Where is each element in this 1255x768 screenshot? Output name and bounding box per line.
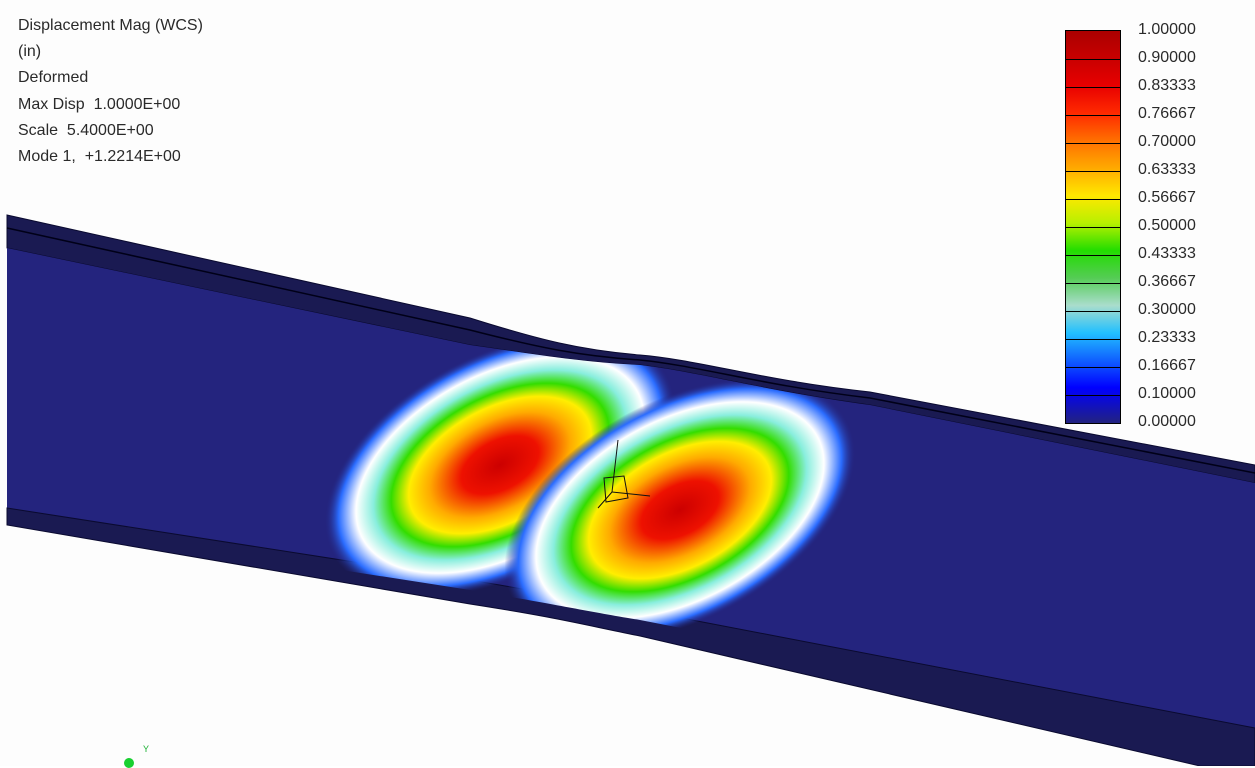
legend-value-14: 0.00000 (1138, 413, 1196, 430)
top-flange (6, 214, 1255, 484)
legend-tick-3 (1066, 115, 1120, 116)
legend-value-6: 0.56667 (1138, 189, 1196, 206)
legend-tick-10 (1066, 311, 1120, 312)
units-label: (in) (18, 43, 42, 61)
legend-value-9: 0.36667 (1138, 273, 1196, 290)
legend-value-11: 0.23333 (1138, 329, 1196, 346)
legend-value-10: 0.30000 (1138, 301, 1196, 318)
legend-ticks (1066, 31, 1120, 423)
legend-tick-13 (1066, 395, 1120, 396)
legend-value-7: 0.50000 (1138, 217, 1196, 234)
legend-value-0: 1.00000 (1138, 21, 1196, 38)
legend-value-8: 0.43333 (1138, 245, 1196, 262)
center-triad-icon (597, 439, 651, 509)
legend-value-2: 0.83333 (1138, 77, 1196, 94)
legend-value-3: 0.76667 (1138, 105, 1196, 122)
max-disp-label: Max Disp 1.0000E+00 (18, 95, 181, 113)
buckle-lobe-right (504, 378, 856, 642)
result-type-label: Displacement Mag (WCS) (18, 17, 203, 34)
legend-value-13: 0.10000 (1138, 385, 1196, 402)
view-triad-icon (124, 758, 134, 768)
legend-tick-5 (1066, 171, 1120, 172)
legend-value-1: 0.90000 (1138, 49, 1196, 66)
top-flange-edge (6, 227, 1255, 474)
legend-tick-12 (1066, 367, 1120, 368)
color-legend-bar[interactable] (1065, 30, 1121, 424)
scale-label: Scale 5.4000E+00 (18, 121, 154, 139)
legend-tick-2 (1066, 87, 1120, 88)
legend-tick-8 (1066, 255, 1120, 256)
legend-tick-4 (1066, 143, 1120, 144)
legend-tick-7 (1066, 227, 1120, 228)
legend-value-5: 0.63333 (1138, 161, 1196, 178)
legend-value-4: 0.70000 (1138, 133, 1196, 150)
display-mode-label: Deformed (18, 69, 89, 87)
mode-label: Mode 1, +1.2214E+00 (18, 148, 181, 166)
legend-tick-9 (1066, 283, 1120, 284)
view-triad-y-label: Y (143, 744, 150, 754)
legend-value-12: 0.16667 (1138, 357, 1196, 374)
legend-tick-11 (1066, 339, 1120, 340)
legend-tick-1 (1066, 59, 1120, 60)
legend-tick-6 (1066, 199, 1120, 200)
result-info: Displacement Mag (WCS) (in) Deformed Max… (18, 13, 203, 170)
